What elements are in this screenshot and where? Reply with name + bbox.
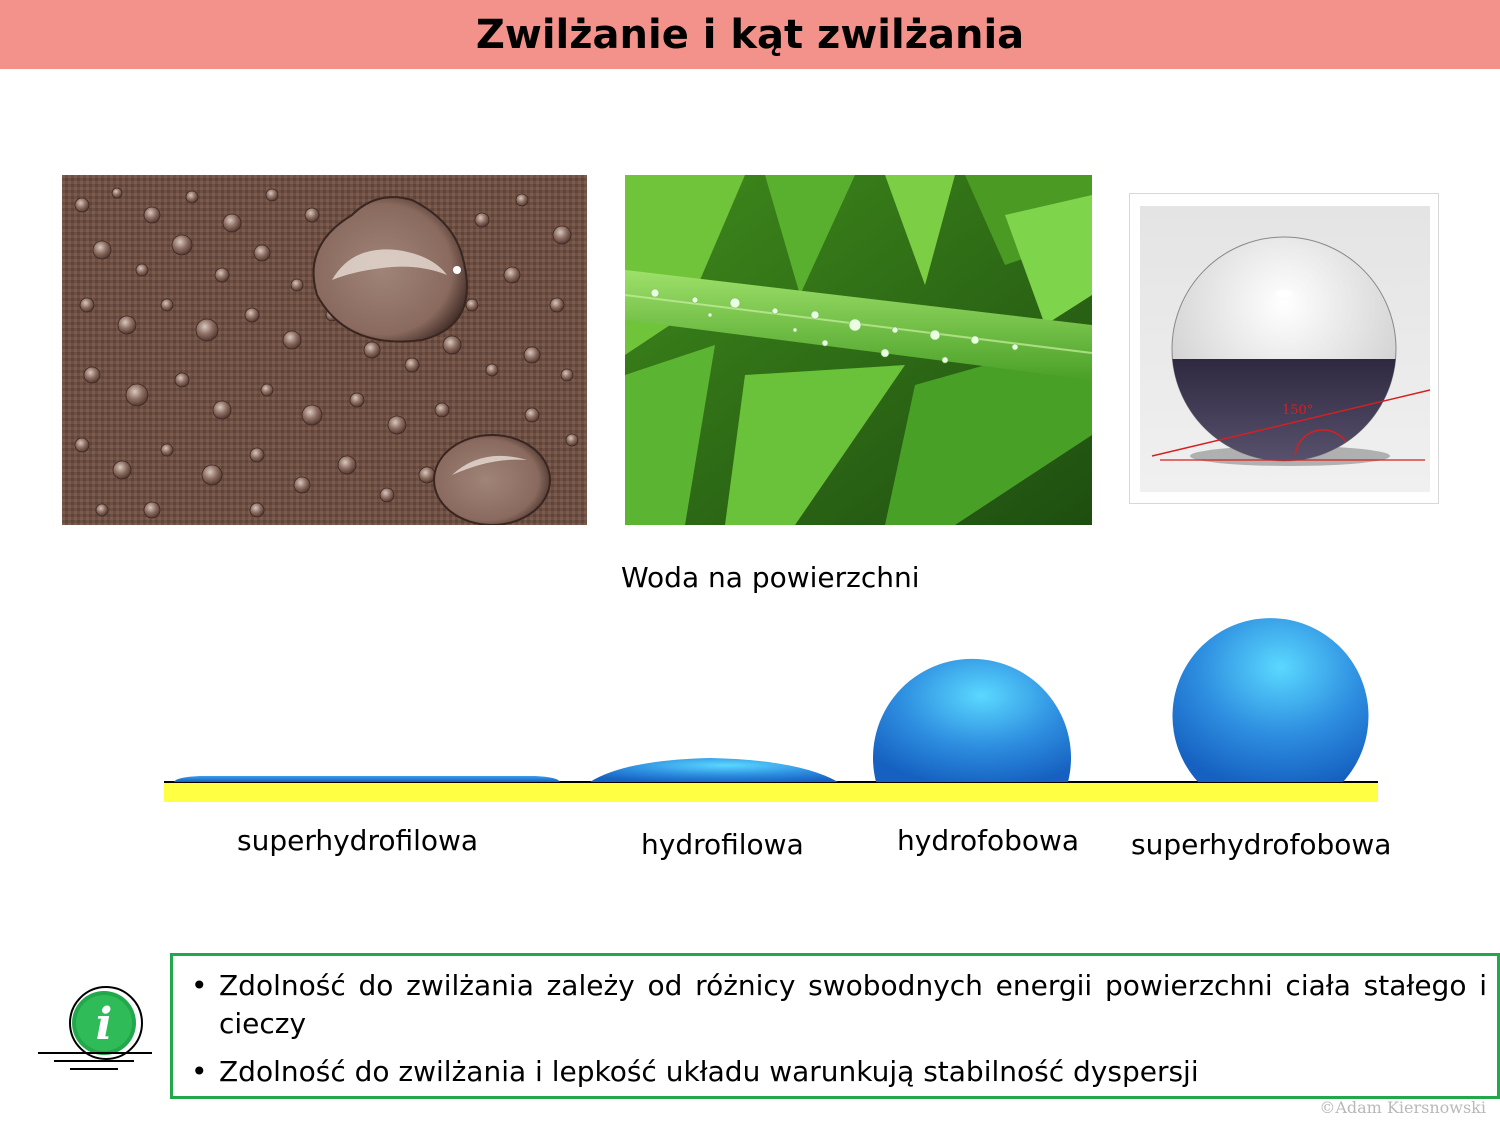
caption-water-on-surface: Woda na powierzchni: [621, 561, 920, 594]
contact-angle-droplet-photo: 150°: [1129, 193, 1439, 504]
label-hydrofobowa: hydrofobowa: [897, 824, 1080, 857]
title-bar: [0, 0, 1500, 69]
dew-on-grass-photo: [625, 175, 1092, 525]
drop-hydrofobowa: [872, 658, 1071, 782]
page-title: Zwilżanie i kąt zwilżania: [475, 12, 1025, 58]
copyright-note: ©Adam Kiersnowski: [1319, 1098, 1486, 1117]
label-superhydrofobowa: superhydrofobowa: [1131, 828, 1392, 861]
info-icon: i: [38, 986, 152, 1070]
bullet-dot: •: [191, 969, 208, 1002]
bullet-dot: •: [191, 1055, 208, 1088]
info-bullet-text: Zdolność do zwilżania zależy od różnicy …: [219, 969, 1487, 1040]
info-bullet-text: Zdolność do zwilżania i lepkość układu w…: [219, 1055, 1199, 1088]
info-bullet: • Zdolność do zwilżania i lepkość układu…: [191, 1053, 1487, 1091]
wetting-diagram: [164, 618, 1378, 802]
info-bullet: • Zdolność do zwilżania zależy od różnic…: [191, 967, 1487, 1043]
surface-substrate: [164, 782, 1378, 802]
angle-label: 150°: [1282, 403, 1313, 418]
drop-superhydrofobowa: [1172, 618, 1369, 782]
label-hydrofilowa: hydrofilowa: [641, 828, 804, 861]
water-drops-on-fabric-photo: [62, 175, 587, 525]
label-superhydrofilowa: superhydrofilowa: [237, 824, 479, 857]
svg-text:i: i: [96, 999, 113, 1050]
drop-superhydrofilowa: [174, 776, 560, 782]
info-box: • Zdolność do zwilżania zależy od różnic…: [170, 953, 1500, 1099]
drop-hydrofilowa: [590, 758, 838, 782]
